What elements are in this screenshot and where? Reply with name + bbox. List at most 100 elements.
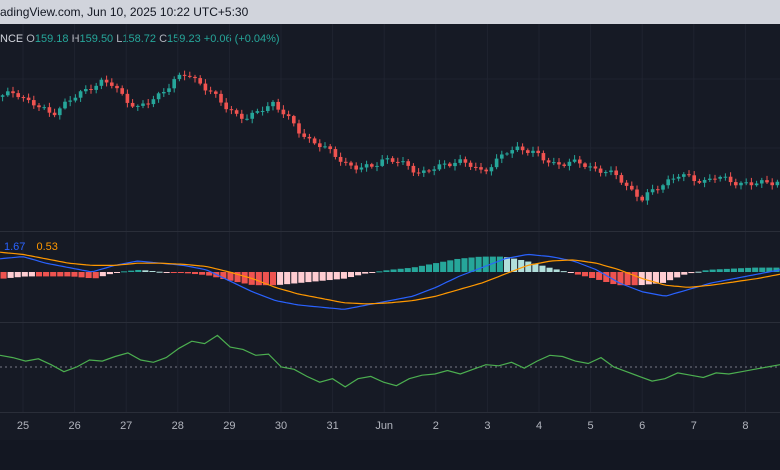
- histogram-bar: [184, 272, 191, 274]
- histogram-bar: [0, 272, 7, 279]
- candle-body: [536, 150, 541, 154]
- histogram-bar: [319, 272, 326, 281]
- low-label: L: [116, 33, 123, 45]
- candle-body: [0, 95, 5, 97]
- histogram-bar: [482, 256, 489, 272]
- pane-separator-rsi[interactable]: [0, 322, 780, 323]
- candlestick-series: [0, 70, 780, 205]
- candle-body: [385, 158, 390, 160]
- histogram-bar: [121, 271, 128, 273]
- histogram-bar: [142, 270, 149, 272]
- candle-body: [281, 109, 286, 115]
- candle-body: [510, 150, 515, 154]
- candle-body: [177, 74, 182, 80]
- candle-body: [427, 170, 431, 172]
- x-tick-label: 30: [274, 420, 288, 432]
- histogram-bar: [28, 272, 35, 277]
- candle-body: [577, 159, 582, 164]
- signal-line: [0, 251, 780, 305]
- candle-body: [229, 109, 234, 111]
- candle-body: [172, 79, 177, 89]
- candle-body: [21, 97, 26, 99]
- candle-body: [224, 102, 229, 110]
- histogram-bar: [113, 272, 121, 273]
- candle-body: [640, 196, 645, 201]
- symbol-label[interactable]: NCE: [0, 33, 24, 45]
- candle-body: [182, 74, 187, 76]
- candle-body: [161, 91, 166, 94]
- histogram-bar: [737, 268, 745, 272]
- histogram-bar: [85, 272, 92, 279]
- histogram-bar: [745, 267, 752, 272]
- x-tick-label: 2: [432, 420, 439, 432]
- histogram-bar: [617, 272, 624, 286]
- candle-body: [416, 172, 421, 174]
- candle-body: [42, 107, 47, 109]
- change-value: +0.06 (+0.04%): [203, 33, 280, 45]
- histogram-bar: [610, 272, 617, 285]
- candle-body: [541, 153, 546, 161]
- histogram-bar: [35, 272, 43, 277]
- histogram-bar: [14, 272, 21, 278]
- pane-separator-macd[interactable]: [0, 231, 780, 232]
- histogram-bar: [191, 272, 199, 275]
- histogram-bar: [326, 272, 333, 281]
- candle-body: [463, 159, 468, 163]
- candle-body: [68, 100, 73, 102]
- candle-body: [614, 170, 619, 176]
- candle-body: [557, 162, 561, 165]
- candle-body: [707, 178, 712, 180]
- histogram-bar: [440, 261, 447, 272]
- candle-body: [567, 161, 572, 166]
- candle-body: [276, 101, 281, 110]
- x-tick-label: 26: [68, 420, 81, 432]
- histogram-bar: [376, 271, 383, 273]
- macd-line: [0, 253, 780, 310]
- candle-body: [572, 159, 577, 162]
- candle-body: [286, 114, 291, 117]
- macd-value: 1.67: [4, 241, 26, 253]
- candle-body: [739, 182, 743, 186]
- candle-body: [661, 185, 665, 190]
- candle-body: [375, 165, 379, 167]
- time-axis[interactable]: 25 26 27 28 29 30 31 Jun 2 3 4 5 6 7 8: [0, 412, 780, 436]
- histogram-bar: [511, 258, 518, 272]
- candle-body: [479, 167, 483, 170]
- candle-body: [343, 161, 348, 163]
- candle-body: [494, 158, 499, 168]
- candle-body: [130, 102, 135, 107]
- candle-body: [63, 101, 67, 109]
- candle-body: [650, 189, 655, 193]
- candle-body: [187, 75, 192, 77]
- candle-body: [302, 133, 307, 137]
- x-tick-label: 25: [16, 420, 30, 432]
- candle-body: [141, 103, 145, 106]
- candle-body: [551, 162, 556, 164]
- candle-body: [432, 169, 437, 171]
- candle-body: [47, 107, 52, 113]
- candle-body: [411, 165, 416, 173]
- candle-body: [57, 108, 62, 116]
- candle-body: [401, 161, 405, 163]
- candle-body: [759, 180, 764, 184]
- candle-body: [390, 158, 395, 162]
- candle-body: [609, 170, 613, 173]
- histogram-bar: [624, 272, 631, 286]
- chart-canvas[interactable]: [0, 0, 780, 440]
- histogram-bar: [241, 272, 248, 284]
- candle-body: [442, 163, 447, 165]
- histogram-bar: [298, 272, 305, 283]
- histogram-bar: [312, 272, 319, 282]
- histogram-bar: [135, 269, 142, 272]
- histogram-bar: [489, 256, 496, 272]
- candle-body: [239, 113, 244, 119]
- candle-body: [198, 78, 203, 84]
- x-tick-label: 7: [690, 420, 697, 432]
- histogram-bar: [411, 267, 418, 272]
- histogram-bar: [425, 264, 433, 272]
- histogram-bar: [128, 270, 135, 272]
- candle-body: [16, 93, 21, 98]
- candle-body: [770, 182, 775, 186]
- candle-body: [473, 166, 478, 168]
- histogram-bar: [234, 272, 241, 283]
